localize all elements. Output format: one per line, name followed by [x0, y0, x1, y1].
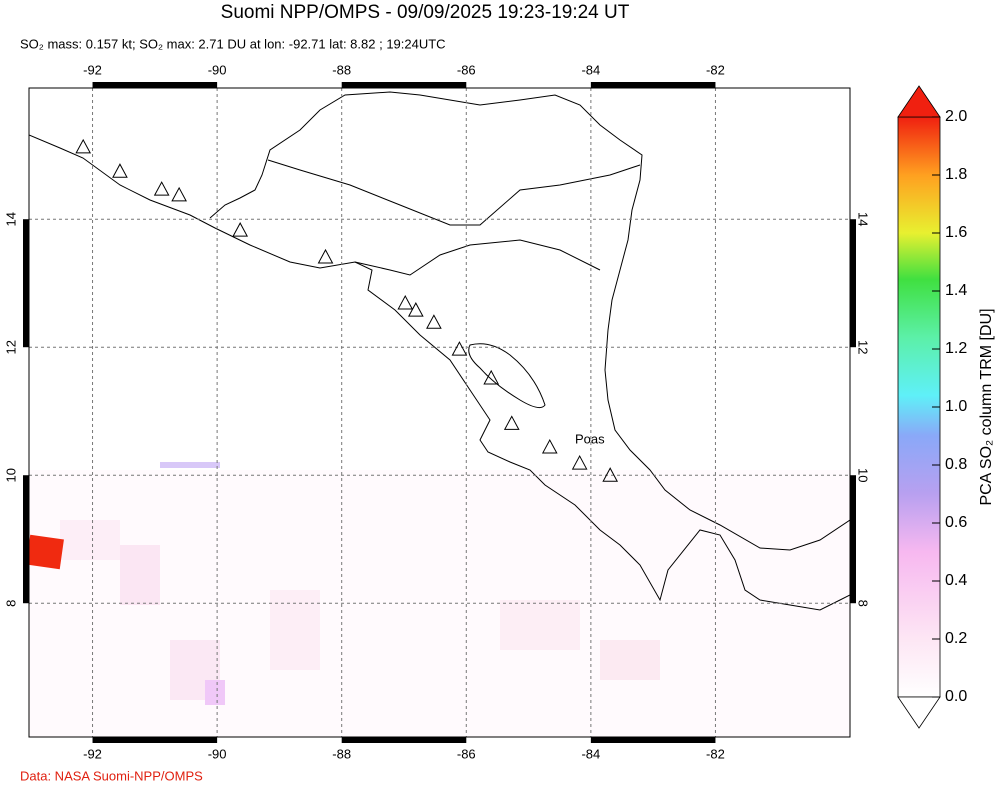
lake [468, 343, 546, 409]
y-tick-label: 12 [3, 340, 18, 354]
colorbar-tick-label: 1.4 [945, 282, 967, 299]
coastline [209, 91, 850, 551]
field-cell [600, 640, 660, 680]
border [267, 159, 641, 226]
volcano-marker [171, 186, 187, 202]
volcano-marker [426, 314, 442, 329]
volcano-label: Poas [575, 431, 605, 446]
volcano-marker [541, 439, 558, 454]
border-bar [92, 737, 218, 743]
field-cell [60, 520, 120, 560]
x-tick-label: -82 [706, 62, 725, 77]
field-cell [120, 545, 160, 605]
border-bar [23, 219, 29, 348]
border [354, 239, 601, 276]
colorbar-ticks: 0.0 0.2 0.4 0.6 0.8 1.0 1.2 1.4 1.6 1.8 2.0 [932, 108, 967, 705]
colorbar-min-arrow [897, 696, 941, 729]
y-tick-label: 10 [856, 468, 871, 482]
field-cell [160, 462, 220, 468]
graticule: -92 -92 -90 -90 -88 -88 -86 -86 -84 -84 -82 -82 14 14… [3, 62, 870, 761]
border-bar [341, 82, 467, 88]
colorbar-tick-label: 1.6 [945, 224, 967, 241]
map-frame [28, 87, 851, 738]
field-cell [270, 590, 320, 670]
volcano-marker [153, 181, 170, 196]
border-bar [850, 475, 856, 604]
volcano-marker [317, 248, 334, 264]
x-tick-label: -86 [457, 746, 476, 761]
colorbar-tick-label: 1.2 [945, 340, 967, 357]
colorbar-tick-label: 0.4 [945, 572, 967, 589]
colorbar-tick-label: 1.0 [945, 398, 967, 415]
coastlines [29, 91, 850, 611]
volcano-layer [75, 138, 619, 482]
colorbar-max-arrow [897, 85, 941, 118]
x-tick-label: -88 [332, 62, 351, 77]
volcano-marker [75, 138, 92, 154]
colorbar-tick-label: 0.8 [945, 456, 967, 473]
colorbar-tick-label: 0.0 [945, 688, 967, 705]
x-tick-label: -84 [581, 62, 600, 77]
y-tick-label: 8 [856, 600, 871, 607]
border-bar [590, 82, 716, 88]
field-cell [205, 680, 225, 705]
border-bar [23, 475, 29, 604]
border-bar [341, 737, 467, 743]
volcano-marker [407, 302, 424, 317]
max-cell [29, 534, 64, 570]
field-cell [500, 600, 580, 650]
colorbar-tick-label: 1.8 [945, 166, 967, 183]
volcano-marker [503, 415, 520, 430]
y-tick-label: 10 [3, 468, 18, 482]
border-bar [850, 219, 856, 348]
volcano-marker [571, 455, 588, 470]
volcano-marker [232, 222, 249, 237]
subtitle: SO₂ mass: 0.157 kt; SO₂ max: 2.71 DU at … [20, 36, 446, 51]
so2-field [29, 462, 850, 737]
y-tick-label: 14 [856, 212, 871, 226]
volcano-marker [451, 341, 468, 356]
y-tick-label: 8 [3, 600, 18, 607]
y-tick-label: 14 [3, 212, 18, 226]
x-tick-label: -82 [706, 746, 725, 761]
x-tick-label: -90 [208, 746, 227, 761]
x-tick-label: -92 [83, 62, 102, 77]
volcano-marker [397, 294, 414, 310]
coastline [29, 134, 850, 611]
footer: Data: NASA Suomi-NPP/OMPS [20, 768, 203, 783]
x-tick-label: -86 [457, 62, 476, 77]
x-tick-label: -84 [581, 746, 600, 761]
x-tick-label: -90 [208, 62, 227, 77]
y-tick-label: 12 [856, 340, 871, 354]
colorbar-tick-label: 0.2 [945, 630, 967, 647]
border-bar [590, 737, 716, 743]
title: Suomi NPP/OMPS - 09/09/2025 19:23-19:24 … [221, 2, 630, 23]
colorbar-label: PCA SO₂ column TRM [DU] [978, 308, 995, 505]
border-bar [92, 82, 218, 88]
x-tick-label: -92 [83, 746, 102, 761]
volcano-marker [112, 163, 128, 178]
volcano-marker [483, 369, 500, 385]
colorbar-tick-label: 2.0 [945, 108, 967, 125]
volcano-marker [602, 467, 619, 482]
colorbar-tick-label: 0.6 [945, 514, 967, 531]
x-tick-label: -88 [332, 746, 351, 761]
